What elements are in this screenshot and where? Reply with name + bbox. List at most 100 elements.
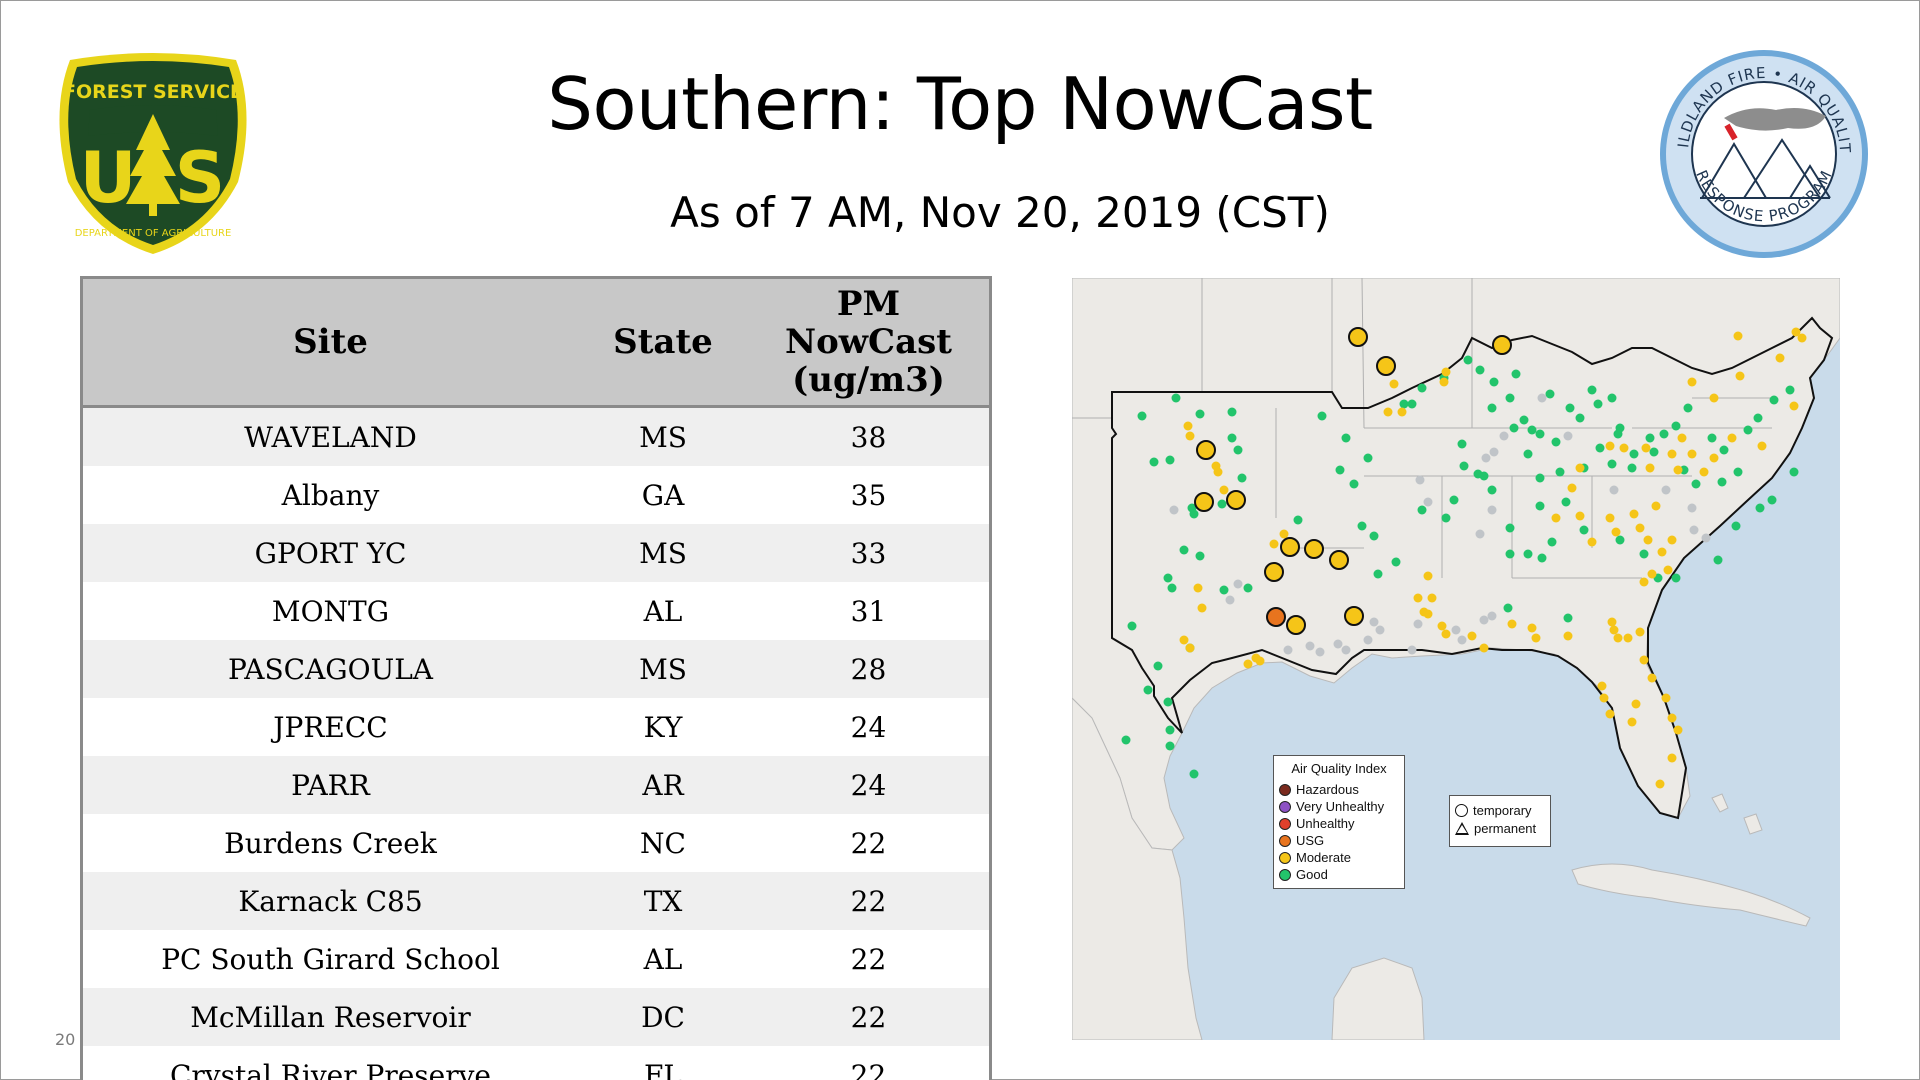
monitor-dot-moderate: [1479, 643, 1489, 653]
monitor-dot-no-data: [1563, 431, 1573, 441]
monitor-dot-no-data: [1479, 615, 1489, 625]
monitor-dot-no-data: [1363, 635, 1373, 645]
site-cell: McMillan Reservoir: [83, 988, 578, 1046]
monitor-dot-no-data: [1481, 453, 1491, 463]
pm-value-cell: 33: [748, 524, 989, 582]
slide-subtitle: As of 7 AM, Nov 20, 2019 (CST): [670, 188, 1330, 237]
monitor-dot-moderate: [1645, 463, 1655, 473]
monitor-dot-good: [1707, 433, 1717, 443]
monitor-dot-no-data: [1341, 645, 1351, 655]
monitor-dot-moderate: [1657, 547, 1667, 557]
monitor-dot-good: [1163, 697, 1173, 707]
monitor-dot-good: [1163, 573, 1173, 583]
monitor-dot-good: [1629, 449, 1639, 459]
table-row: McMillan Reservoir DC 22: [83, 988, 989, 1046]
legend-item-moderate: Moderate: [1274, 849, 1404, 866]
table-header-row: Site State PM NowCast (ug/m3): [83, 279, 989, 408]
monitor-dot-good: [1523, 549, 1533, 559]
temporary-monitor-moderate: [1196, 440, 1216, 460]
monitor-dot-moderate: [1613, 633, 1623, 643]
legend-label: Hazardous: [1296, 782, 1359, 797]
monitor-dot-good: [1417, 505, 1427, 515]
monitor-dot-moderate: [1797, 333, 1807, 343]
monitor-dot-moderate: [1597, 681, 1607, 691]
monitor-dot-moderate: [1709, 453, 1719, 463]
pm-header-line-3: (ug/m3): [792, 360, 945, 400]
monitor-dot-good: [1149, 457, 1159, 467]
monitor-dot-good: [1459, 461, 1469, 471]
legend-item-unhealthy: Unhealthy: [1274, 815, 1404, 832]
circle-icon: [1455, 803, 1468, 817]
monitor-dot-moderate: [1629, 509, 1639, 519]
monitor-dot-good: [1363, 453, 1373, 463]
department-wordmark: DEPARTMENT OF AGRICULTURE: [75, 228, 232, 239]
monitor-dot-moderate: [1677, 433, 1687, 443]
aqi-legend-title: Air Quality Index: [1291, 761, 1387, 776]
monitor-dot-moderate: [1441, 629, 1451, 639]
monitor-dot-moderate: [1635, 523, 1645, 533]
monitor-dot-good: [1217, 499, 1227, 509]
site-cell: Albany: [83, 466, 578, 524]
monitor-dot-moderate: [1647, 569, 1657, 579]
site-cell: MONTG: [83, 582, 578, 640]
monitor-dot-moderate: [1599, 693, 1609, 703]
site-cell: Karnack C85: [83, 872, 578, 930]
monitor-dot-moderate: [1605, 441, 1615, 451]
monitor-dot-good: [1349, 479, 1359, 489]
monitor-dot-good: [1165, 725, 1175, 735]
monitor-dot-good: [1121, 735, 1131, 745]
legend-item-hazardous: Hazardous: [1274, 781, 1404, 798]
monitor-dot-good: [1335, 465, 1345, 475]
monitor-dot-no-data: [1499, 431, 1509, 441]
moderate-swatch: [1279, 851, 1291, 864]
monitor-dot-no-data: [1315, 647, 1325, 657]
monitor-dot-moderate: [1727, 433, 1737, 443]
monitor-dot-good: [1505, 523, 1515, 533]
monitor-dot-good: [1659, 429, 1669, 439]
temporary-monitor-moderate: [1264, 562, 1284, 582]
monitor-dot-moderate: [1383, 407, 1393, 417]
monitor-dot-good: [1535, 429, 1545, 439]
monitor-dot-no-data: [1487, 611, 1497, 621]
monitor-dot-good: [1165, 455, 1175, 465]
monitor-dot-moderate: [1733, 331, 1743, 341]
monitor-dot-moderate: [1243, 659, 1253, 669]
temporary-monitor-moderate: [1329, 550, 1349, 570]
slide-title: Southern: Top NowCast: [547, 62, 1373, 146]
monitor-dot-good: [1579, 525, 1589, 535]
monitor-dot-moderate: [1219, 485, 1229, 495]
site-cell: PASCAGOULA: [83, 640, 578, 698]
state-cell: NC: [578, 814, 748, 872]
temporary-monitor-moderate: [1348, 327, 1368, 347]
table-row: PASCAGOULA MS 28: [83, 640, 989, 698]
site-cell: PC South Girard School: [83, 930, 578, 988]
monitor-dot-good: [1671, 573, 1681, 583]
monitor-dot-no-data: [1333, 639, 1343, 649]
monitor-dot-moderate: [1735, 371, 1745, 381]
monitor-dot-good: [1545, 389, 1555, 399]
monitor-dot-moderate: [1639, 655, 1649, 665]
svg-text:U: U: [80, 137, 137, 219]
monitor-dot-no-data: [1413, 619, 1423, 629]
pm-value-cell: 31: [748, 582, 989, 640]
table-row: WAVELAND MS 38: [83, 406, 989, 466]
monitor-dot-good: [1357, 521, 1367, 531]
temporary-monitor-moderate: [1226, 490, 1246, 510]
monitor-dot-good: [1607, 393, 1617, 403]
monitor-dot-moderate: [1527, 623, 1537, 633]
monitor-dot-good: [1127, 621, 1137, 631]
temporary-monitor-moderate: [1376, 356, 1396, 376]
monitor-dot-good: [1555, 467, 1565, 477]
monitor-dot-good: [1227, 407, 1237, 417]
monitor-dot-moderate: [1563, 631, 1573, 641]
monitor-dot-good: [1143, 685, 1153, 695]
monitor-dot-no-data: [1423, 497, 1433, 507]
monitor-dot-good: [1535, 473, 1545, 483]
monitor-dot-good: [1563, 613, 1573, 623]
monitor-dot-moderate: [1667, 535, 1677, 545]
monitor-dot-moderate: [1673, 465, 1683, 475]
monitor-type-legend: temporary permanent: [1449, 795, 1551, 847]
forest-service-shield-logo: FOREST SERVICE U S DEPARTMENT OF AGRICUL…: [59, 53, 247, 254]
monitor-dot-moderate: [1575, 511, 1585, 521]
monitor-dot-no-data: [1537, 393, 1547, 403]
